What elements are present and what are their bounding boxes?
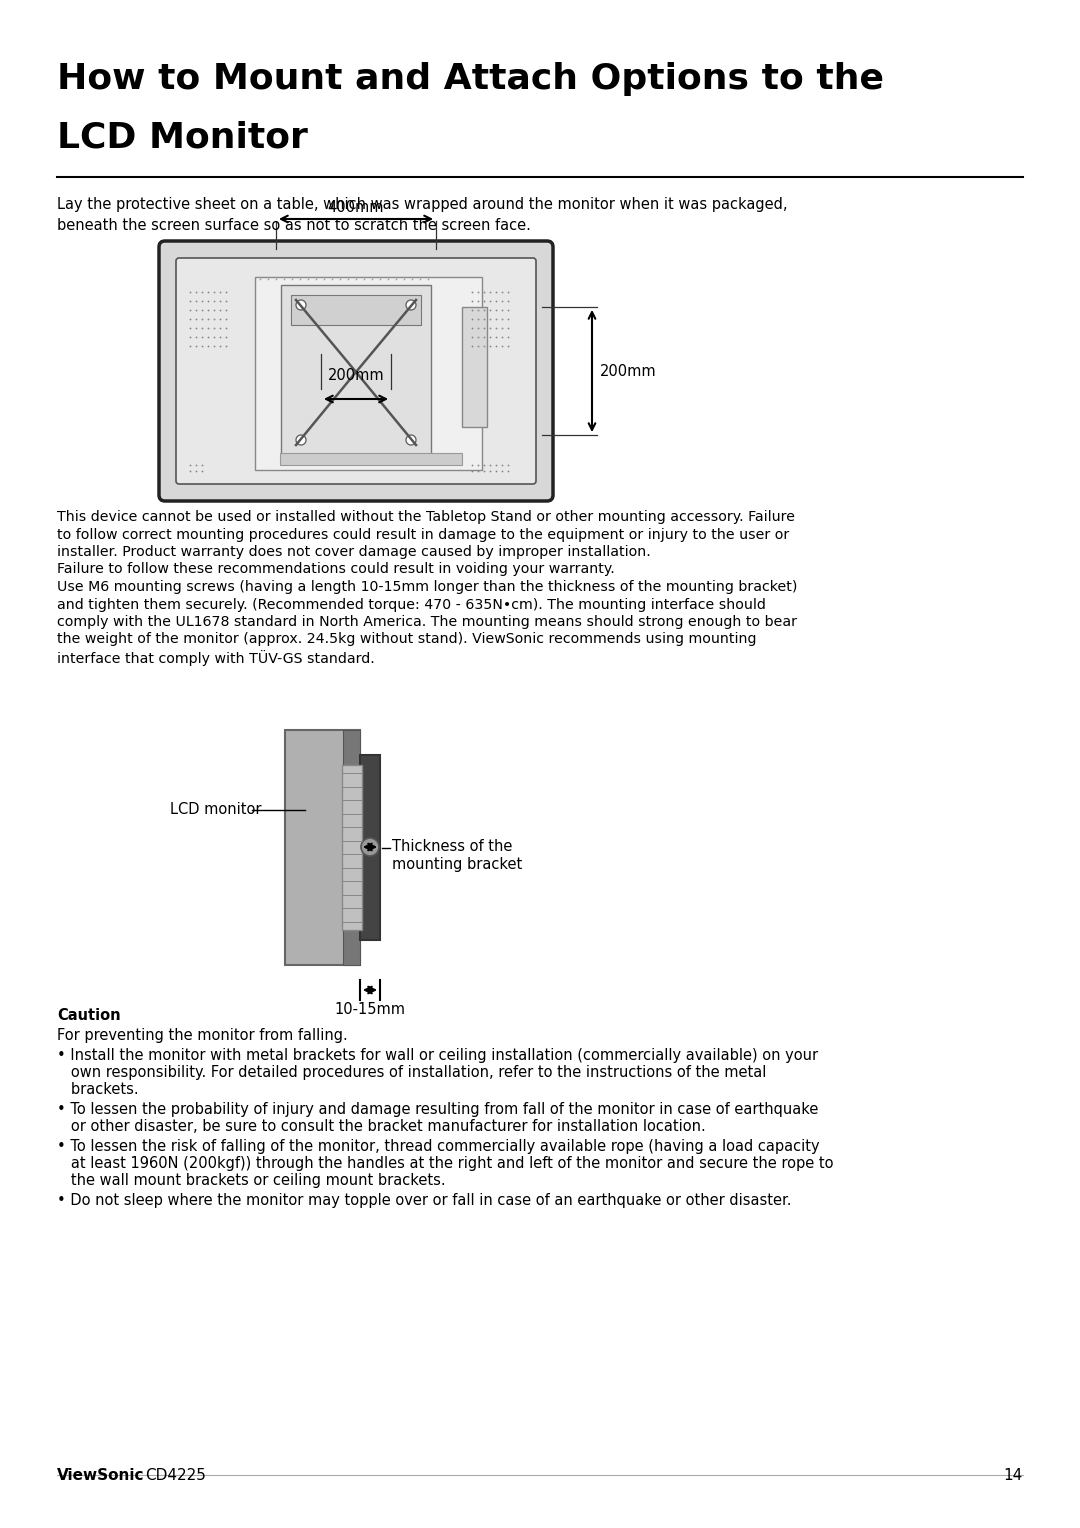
Text: • To lessen the risk of falling of the monitor, thread commercially available ro: • To lessen the risk of falling of the m… (57, 1138, 820, 1154)
Text: LCD Monitor: LCD Monitor (57, 121, 308, 154)
Text: 400mm: 400mm (327, 200, 384, 215)
Text: Lay the protective sheet on a table, which was wrapped around the monitor when i: Lay the protective sheet on a table, whi… (57, 197, 787, 212)
FancyBboxPatch shape (176, 258, 536, 484)
Circle shape (361, 837, 379, 856)
Text: 200mm: 200mm (327, 368, 384, 384)
Bar (291, 295, 421, 325)
Text: to follow correct mounting procedures could result in damage to the equipment or: to follow correct mounting procedures co… (57, 527, 789, 541)
Text: mounting bracket: mounting bracket (392, 857, 523, 872)
FancyBboxPatch shape (159, 241, 553, 501)
Text: • Install the monitor with metal brackets for wall or ceiling installation (comm: • Install the monitor with metal bracket… (57, 1048, 819, 1063)
Text: ViewSonic: ViewSonic (57, 1468, 145, 1484)
Text: Use M6 mounting screws (having a length 10-15mm longer than the thickness of the: Use M6 mounting screws (having a length … (57, 581, 797, 594)
Text: beneath the screen surface so as not to scratch the screen face.: beneath the screen surface so as not to … (57, 219, 531, 232)
Text: or other disaster, be sure to consult the bracket manufacturer for installation : or other disaster, be sure to consult th… (57, 1118, 705, 1134)
Bar (343, 730, 360, 966)
Text: brackets.: brackets. (57, 1082, 138, 1097)
Text: the wall mount brackets or ceiling mount brackets.: the wall mount brackets or ceiling mount… (57, 1174, 446, 1187)
Circle shape (406, 299, 416, 310)
Text: own responsibility. For detailed procedures of installation, refer to the instru: own responsibility. For detailed procedu… (57, 1065, 767, 1080)
Circle shape (296, 299, 306, 310)
Text: How to Mount and Attach Options to the: How to Mount and Attach Options to the (57, 63, 885, 96)
Text: and tighten them securely. (Recommended torque: 470 - 635N•cm). The mounting int: and tighten them securely. (Recommended … (57, 597, 766, 611)
Bar (342, 766, 362, 931)
Text: CD4225: CD4225 (145, 1468, 206, 1484)
Text: at least 1960N (200kgf)) through the handles at the right and left of the monito: at least 1960N (200kgf)) through the han… (57, 1157, 834, 1170)
Text: • Do not sleep where the monitor may topple over or fall in case of an earthquak: • Do not sleep where the monitor may top… (57, 1193, 792, 1209)
Text: LCD monitor: LCD monitor (170, 802, 261, 817)
Bar (281, 286, 431, 460)
Circle shape (296, 435, 306, 445)
Bar (255, 277, 482, 471)
Text: For preventing the monitor from falling.: For preventing the monitor from falling. (57, 1028, 348, 1044)
Text: 14: 14 (1003, 1468, 1023, 1484)
Text: :: : (114, 1008, 119, 1024)
Text: Failure to follow these recommendations could result in voiding your warranty.: Failure to follow these recommendations … (57, 562, 615, 576)
Bar (360, 755, 380, 940)
Text: This device cannot be used or installed without the Tabletop Stand or other moun: This device cannot be used or installed … (57, 510, 795, 524)
Text: comply with the UL1678 standard in North America. The mounting means should stro: comply with the UL1678 standard in North… (57, 614, 797, 630)
Text: the weight of the monitor (approx. 24.5kg without stand). ViewSonic recommends u: the weight of the monitor (approx. 24.5k… (57, 633, 756, 646)
Text: 200mm: 200mm (600, 364, 657, 379)
Text: 10-15mm: 10-15mm (335, 1002, 405, 1018)
Text: • To lessen the probability of injury and damage resulting from fall of the moni: • To lessen the probability of injury an… (57, 1102, 819, 1117)
Bar (462, 307, 487, 426)
Bar (285, 730, 360, 966)
Text: Caution: Caution (57, 1008, 121, 1024)
Bar (280, 452, 462, 465)
Text: installer. Product warranty does not cover damage caused by improper installatio: installer. Product warranty does not cov… (57, 545, 651, 559)
Text: Thickness of the: Thickness of the (392, 839, 512, 854)
Circle shape (406, 435, 416, 445)
Text: interface that comply with TÜV-GS standard.: interface that comply with TÜV-GS standa… (57, 649, 375, 666)
